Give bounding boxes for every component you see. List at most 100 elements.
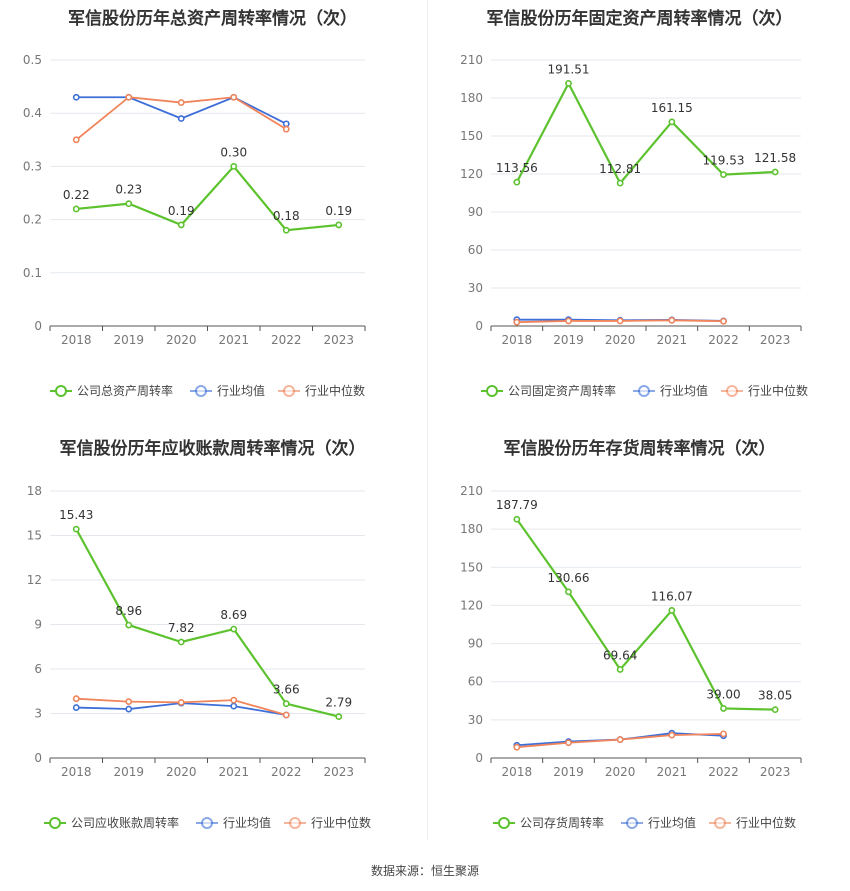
y-tick-label: 0.3 (23, 159, 42, 173)
legend-label: 公司应收账款周转率 (71, 815, 179, 830)
legend-marker-icon (486, 385, 498, 397)
x-tick-label: 2022 (708, 765, 739, 779)
data-point (771, 706, 779, 714)
chart-title: 军信股份历年固定资产周转率情况（次） (486, 9, 793, 29)
chart-title: 军信股份历年应收账款周转率情况（次） (59, 439, 366, 459)
x-tick-label: 2023 (323, 765, 354, 779)
data-point (720, 730, 727, 738)
data-label: 39.00 (706, 687, 740, 701)
legend-marker-icon (283, 385, 295, 397)
data-point (565, 80, 572, 87)
data-label: 0.19 (325, 204, 352, 218)
chart-title: 军信股份历年存货周转率情况（次） (503, 439, 776, 459)
data-point (230, 162, 238, 170)
data-point (177, 638, 185, 646)
data-label: 187.79 (496, 498, 538, 512)
legend-marker-icon (195, 385, 207, 397)
legend-marker-icon (638, 385, 650, 397)
y-tick-label: 180 (460, 522, 483, 536)
x-tick-label: 2019 (113, 333, 144, 347)
data-point (282, 700, 290, 708)
line-chart: 0 30 60 90 120 150 180 210 2018 2019 2020 2021 2022 2… (460, 53, 808, 398)
data-label: 7.82 (168, 621, 195, 635)
y-tick-label: 120 (460, 167, 483, 181)
x-tick-label: 2021 (218, 765, 249, 779)
chart-panel-fixed-asset-turnover: 军信股份历年固定资产周转率情况（次） 0 30 60 90 120 150 180 210 20… (429, 0, 850, 420)
data-point (72, 136, 80, 144)
series-line (75, 528, 340, 718)
y-tick-label: 150 (460, 129, 483, 143)
data-point (720, 171, 727, 178)
y-tick-label: 30 (468, 713, 483, 727)
data-point (513, 515, 521, 523)
legend-label: 行业中位数 (748, 383, 808, 398)
x-tick-label: 2018 (502, 333, 533, 347)
y-tick-label: 120 (460, 598, 483, 612)
x-tick-label: 2022 (708, 333, 739, 347)
legend-marker-icon (726, 385, 738, 397)
data-point (72, 704, 80, 711)
data-point (565, 588, 572, 596)
series-line (515, 81, 776, 186)
data-label: 8.69 (220, 608, 247, 622)
data-point (616, 317, 624, 325)
data-point (565, 739, 572, 747)
data-label: 113.56 (496, 161, 538, 175)
data-point (230, 696, 238, 704)
x-tick-label: 2019 (553, 333, 584, 347)
data-point (616, 666, 624, 673)
legend-marker-icon (498, 817, 510, 829)
y-tick-label: 18 (27, 484, 42, 498)
data-point (616, 736, 624, 743)
x-tick-label: 2023 (323, 333, 354, 347)
y-tick-label: 0.2 (23, 213, 42, 227)
y-tick-label: 90 (468, 637, 483, 651)
data-point (72, 93, 80, 101)
legend-label: 公司总资产周转率 (77, 383, 173, 398)
data-point (72, 525, 80, 533)
x-tick-label: 2021 (657, 333, 688, 347)
data-point (177, 99, 185, 106)
data-label: 0.18 (273, 209, 300, 223)
data-point (565, 317, 572, 325)
data-label: 0.19 (168, 204, 195, 218)
series-line (515, 518, 776, 711)
data-point (125, 705, 133, 713)
data-label: 130.66 (548, 571, 590, 585)
data-point (720, 317, 727, 325)
legend-label: 行业均值 (217, 383, 265, 398)
data-point (230, 93, 238, 101)
data-label: 0.22 (63, 188, 90, 202)
x-tick-label: 2018 (61, 765, 92, 779)
data-label: 161.15 (651, 101, 693, 115)
y-tick-label: 0 (34, 751, 42, 765)
data-point (230, 625, 238, 633)
y-tick-label: 60 (468, 243, 483, 257)
x-tick-label: 2018 (502, 765, 533, 779)
y-tick-label: 0.5 (23, 53, 42, 67)
data-point (513, 178, 521, 186)
y-tick-label: 0 (34, 319, 42, 333)
data-point (282, 125, 290, 133)
line-chart: 0 3 6 9 12 15 18 2018 2019 2020 2021 2022 2023 15.43 8… (27, 484, 371, 830)
y-tick-label: 60 (468, 675, 483, 689)
y-tick-label: 30 (468, 281, 483, 295)
y-tick-label: 150 (460, 560, 483, 574)
data-point (177, 221, 185, 229)
data-point (177, 115, 185, 122)
x-tick-label: 2019 (113, 765, 144, 779)
data-point (125, 200, 133, 208)
data-point (513, 743, 521, 751)
data-point (668, 316, 676, 324)
data-point (125, 93, 133, 101)
chart-panel-inventory-turnover: 军信股份历年存货周转率情况（次） 0 30 60 90 120 150 180 210 2018… (429, 432, 850, 852)
legend-marker-icon (49, 817, 61, 829)
y-tick-label: 0 (475, 319, 483, 333)
data-point (72, 205, 80, 213)
y-tick-label: 0.4 (23, 106, 42, 120)
legend-label: 行业均值 (648, 815, 696, 830)
legend-label: 公司固定资产周转率 (508, 383, 616, 398)
data-label: 119.53 (703, 154, 745, 168)
y-tick-label: 0 (475, 751, 483, 765)
data-label: 2.79 (325, 696, 352, 710)
